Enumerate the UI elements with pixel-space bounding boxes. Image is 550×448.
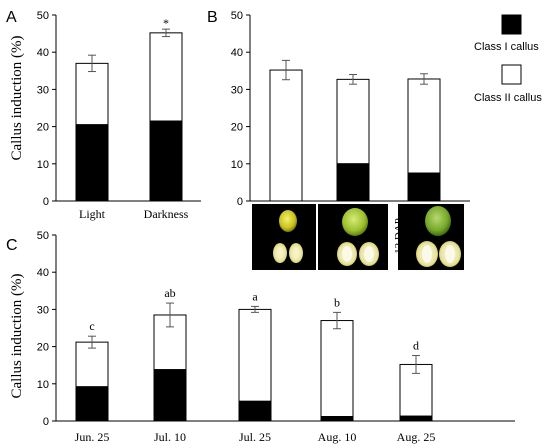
bar-class-ii [320, 320, 354, 418]
bar-class-i [336, 163, 370, 202]
bar-class-ii [238, 308, 272, 402]
error-bar [88, 54, 96, 73]
panel-c-ylabel: Callus induction (%) [9, 274, 25, 399]
category-label: Light [79, 207, 106, 221]
fruit-photo-12-dap [398, 204, 464, 270]
y-tick-label: 50 [231, 10, 243, 22]
significance-label: b [334, 295, 340, 309]
y-tick-label: 10 [37, 379, 49, 391]
error-bar [251, 305, 259, 313]
y-tick-label: 20 [37, 342, 49, 354]
category-label: Jul. 10 [154, 430, 186, 444]
panel-letter-c: C [6, 237, 18, 254]
significance-label: c [89, 319, 94, 333]
fruit-photo-9-dap [318, 204, 388, 270]
bar-class-i [153, 369, 187, 422]
y-tick-label: 20 [231, 122, 243, 134]
legend-label-class-ii: Class II callus [474, 92, 542, 104]
panel-letter-a: A [6, 9, 17, 26]
bar-class-ii [407, 78, 441, 174]
bar-class-ii [75, 341, 109, 388]
panel-b-bars [269, 59, 441, 202]
category-label: Jul. 25 [239, 430, 271, 444]
significance-label: d [413, 339, 419, 353]
category-label: Aug. 25 [397, 430, 436, 444]
y-tick-label: 0 [237, 196, 243, 208]
panel-c-category-labels: Jun. 25 Jul. 10 Jul. 25 Aug. 10 Aug. 25 [75, 430, 436, 444]
error-bar [88, 335, 96, 349]
significance-label: * [163, 16, 169, 30]
significance-label: ab [164, 286, 175, 300]
category-label: Jun. 25 [75, 430, 110, 444]
panel-a-bars: * [75, 16, 183, 202]
category-label: 9 DAP [322, 221, 334, 251]
bar-class-i [75, 124, 109, 202]
panel-c-bars: cab a bd [75, 286, 433, 422]
error-bar [420, 73, 428, 85]
panel-letter-b: B [207, 9, 218, 26]
y-tick-label: 40 [37, 267, 49, 279]
legend-swatch-class-ii [501, 64, 522, 85]
panel-c-y-ticks: 0 10 20 30 40 50 [37, 230, 515, 428]
bar-class-i [75, 386, 109, 422]
panel-b-dap-labels: 6 DAP 9 DAP 12 DAP [255, 218, 405, 254]
y-tick-label: 0 [43, 196, 49, 208]
error-bar [282, 59, 290, 81]
error-bar [162, 28, 170, 38]
panel-a-ylabel: Callus induction (%) [9, 36, 25, 161]
fruit-photo-6-dap [252, 204, 316, 270]
error-bar [333, 311, 341, 330]
panel-a-category-labels: Light Darkness [79, 207, 189, 221]
panel-a: A Callus induction (%) 0 10 20 30 40 50 * Lig… [6, 9, 201, 221]
y-tick-label: 10 [231, 159, 243, 171]
y-tick-label: 40 [37, 47, 49, 59]
y-tick-label: 30 [37, 304, 49, 316]
bar-class-i [399, 415, 433, 422]
y-tick-label: 50 [37, 230, 49, 242]
category-label: Aug. 10 [318, 430, 357, 444]
significance-label: a [252, 289, 258, 303]
y-tick-label: 30 [37, 84, 49, 96]
y-tick-label: 30 [231, 84, 243, 96]
panel-a-y-ticks: 0 10 20 30 40 50 [37, 10, 201, 208]
error-bar [349, 74, 357, 85]
bar-class-i [149, 120, 183, 202]
legend: Class I callus Class II callus [474, 14, 542, 104]
error-bar [412, 355, 420, 374]
bar-class-ii [336, 78, 370, 165]
bar-class-i [407, 172, 441, 202]
bar-class-ii [269, 69, 303, 202]
bar-class-i [320, 416, 354, 422]
y-tick-label: 0 [43, 416, 49, 428]
y-tick-label: 10 [37, 159, 49, 171]
category-label: 6 DAP [255, 221, 267, 251]
category-label: Darkness [144, 207, 189, 221]
error-bar [166, 302, 174, 328]
y-tick-label: 40 [231, 47, 243, 59]
category-label: 12 DAP [393, 218, 405, 254]
legend-swatch-class-i [501, 14, 522, 35]
bar-class-ii [75, 62, 109, 126]
bar-class-ii [149, 32, 183, 122]
y-tick-label: 20 [37, 122, 49, 134]
y-tick-label: 50 [37, 10, 49, 22]
legend-label-class-i: Class I callus [474, 41, 539, 53]
bar-class-i [238, 400, 272, 422]
